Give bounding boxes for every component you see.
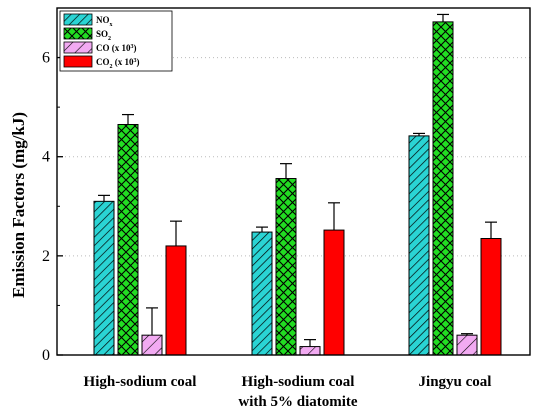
bar-0-2 (408, 135, 430, 356)
legend-label-part: SO (96, 29, 108, 39)
legend-label-part: ) (137, 57, 140, 67)
bar-0-0 (93, 200, 115, 356)
category-label-2: Jingyu coal (419, 374, 492, 390)
legend-label-part: 2 (110, 64, 113, 70)
legend-label-part: 2 (108, 36, 111, 42)
y-axis-ticks: 0 2 4 6 (42, 50, 63, 364)
bar-2-0 (141, 334, 163, 356)
bar-3-2 (480, 238, 502, 356)
legend-swatch-2 (63, 41, 93, 54)
legend-label-part: x (110, 22, 113, 28)
legend-label-1: SO2 (96, 29, 111, 42)
category-label-1: High-sodium coal with 5% diatomite (238, 374, 358, 410)
bar-1-2 (432, 21, 454, 356)
legend-label-part: 3 (134, 58, 137, 64)
legend-label-part: 3 (131, 44, 134, 50)
legend-label-3: CO2 (x 103) (96, 57, 140, 70)
bars (93, 21, 502, 356)
bar-1-0 (117, 123, 139, 356)
category-label-line: High-sodium coal (84, 374, 197, 390)
bar-3-1 (323, 229, 345, 356)
axes (56, 7, 531, 356)
legend-label-part: (x 10 (113, 57, 134, 67)
legend-swatch-1 (63, 27, 93, 40)
bar-2-2 (456, 334, 478, 356)
legend-swatch-3 (63, 55, 93, 68)
legend-label-0: NOx (96, 15, 113, 28)
legend-label-2: CO (x 103) (96, 43, 137, 53)
y-tick-label-0: 0 (42, 347, 50, 364)
bar-2-1 (299, 346, 321, 356)
bar-0-1 (251, 231, 273, 356)
category-label-line: High-sodium coal (242, 374, 355, 390)
y-tick-label-2: 4 (42, 149, 50, 166)
bar-3-0 (165, 245, 187, 356)
legend-label-part: CO (x 10 (96, 43, 131, 53)
legend-label-part: ) (134, 43, 137, 53)
error-bars (98, 13, 497, 347)
category-label-line: with 5% diatomite (238, 394, 358, 410)
y-tick-label-3: 6 (42, 50, 50, 67)
y-tick-label-1: 2 (42, 248, 50, 265)
legend-label-part: NO (96, 15, 110, 25)
x-axis-category-labels: High-sodium coal High-sodium coal with 5% … (84, 374, 492, 410)
plot-frame (56, 7, 531, 356)
y-axis-label: Emission Factors (mg/kJ) (9, 112, 28, 298)
category-label-line: Jingyu coal (419, 374, 492, 390)
bar-1-1 (275, 178, 297, 356)
category-label-0: High-sodium coal (84, 374, 197, 390)
legend-label-part: CO (96, 57, 110, 67)
legend-swatch-0 (63, 13, 93, 26)
